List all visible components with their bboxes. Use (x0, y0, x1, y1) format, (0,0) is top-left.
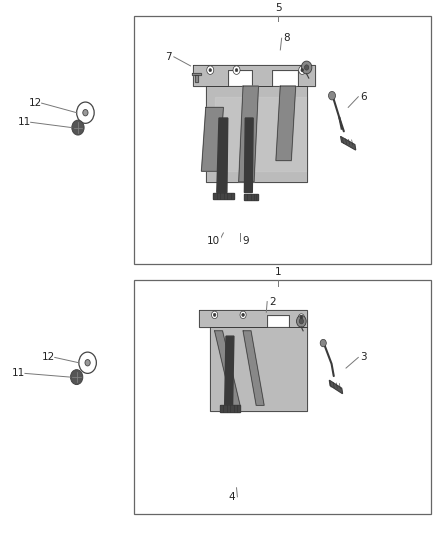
Circle shape (320, 340, 326, 347)
Polygon shape (329, 381, 343, 393)
Polygon shape (225, 336, 234, 405)
Circle shape (72, 120, 84, 135)
Polygon shape (199, 310, 307, 327)
Circle shape (297, 316, 306, 327)
Text: 12: 12 (28, 98, 42, 108)
Circle shape (240, 311, 246, 319)
Circle shape (83, 109, 88, 116)
Circle shape (71, 370, 83, 385)
Circle shape (79, 352, 96, 374)
Circle shape (298, 314, 304, 321)
Circle shape (207, 66, 214, 75)
Polygon shape (217, 118, 228, 192)
Polygon shape (220, 405, 240, 411)
Text: 11: 11 (12, 368, 25, 378)
Circle shape (209, 69, 212, 72)
Text: 9: 9 (242, 237, 249, 246)
Circle shape (233, 66, 240, 75)
Polygon shape (239, 86, 258, 182)
Text: 1: 1 (275, 266, 282, 277)
Circle shape (301, 61, 312, 74)
Polygon shape (192, 73, 201, 76)
Polygon shape (215, 331, 240, 405)
Text: 7: 7 (165, 52, 172, 62)
Circle shape (300, 316, 303, 319)
Polygon shape (210, 327, 307, 410)
Polygon shape (243, 331, 264, 405)
Polygon shape (213, 192, 234, 199)
Text: 6: 6 (360, 92, 367, 102)
Circle shape (212, 311, 218, 319)
Polygon shape (206, 86, 307, 182)
Text: 8: 8 (283, 33, 290, 43)
Circle shape (301, 69, 304, 72)
Circle shape (304, 65, 309, 70)
Polygon shape (201, 107, 223, 171)
Circle shape (235, 69, 238, 72)
Polygon shape (195, 76, 198, 82)
Bar (134, 280, 431, 514)
Text: 10: 10 (207, 237, 220, 246)
Circle shape (213, 313, 216, 317)
Circle shape (299, 319, 304, 324)
Polygon shape (244, 193, 258, 200)
Text: 12: 12 (42, 352, 55, 362)
Circle shape (299, 66, 306, 75)
Text: 11: 11 (18, 117, 31, 127)
Text: 2: 2 (269, 296, 276, 306)
Text: 4: 4 (229, 492, 236, 502)
Text: 3: 3 (360, 352, 367, 362)
Bar (134, 16, 431, 264)
Circle shape (242, 313, 244, 317)
Polygon shape (215, 96, 307, 171)
Polygon shape (244, 118, 253, 192)
Polygon shape (276, 86, 296, 160)
Text: 5: 5 (275, 3, 282, 13)
Circle shape (77, 102, 94, 123)
Polygon shape (341, 136, 356, 150)
Polygon shape (193, 65, 315, 86)
Circle shape (328, 92, 336, 100)
Circle shape (85, 360, 90, 366)
